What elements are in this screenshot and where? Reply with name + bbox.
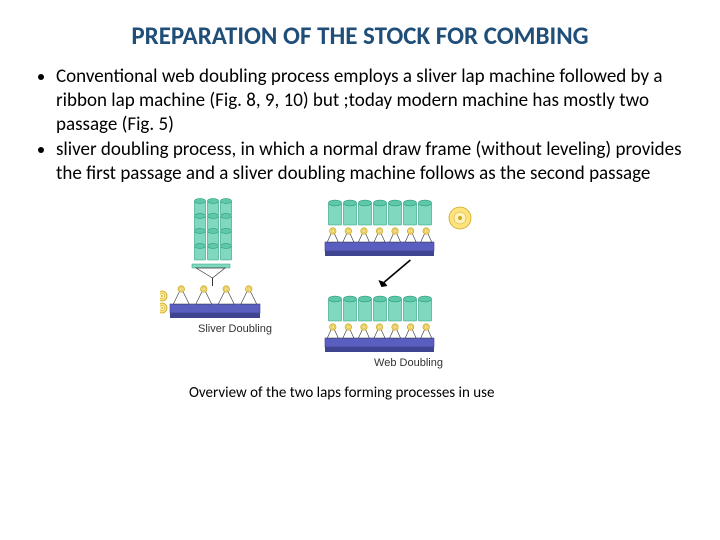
svg-text:Web Doubling: Web Doubling xyxy=(374,357,443,369)
figure-caption: Overview of the two laps forming process… xyxy=(181,384,539,402)
list-item: Conventional web doubling process employ… xyxy=(56,65,690,136)
process-diagram: Sliver Doubling Web Doubling xyxy=(160,192,560,382)
slide-root: PREPARATION OF THE STOCK FOR COMBING Con… xyxy=(0,0,720,540)
diagram-container: Sliver Doubling Web Doubling xyxy=(30,192,690,382)
list-item: sliver doubling process, in which a norm… xyxy=(56,138,690,186)
bullet-list: Conventional web doubling process employ… xyxy=(30,65,690,186)
svg-text:Sliver Doubling: Sliver Doubling xyxy=(198,323,272,335)
page-title: PREPARATION OF THE STOCK FOR COMBING xyxy=(30,20,690,51)
